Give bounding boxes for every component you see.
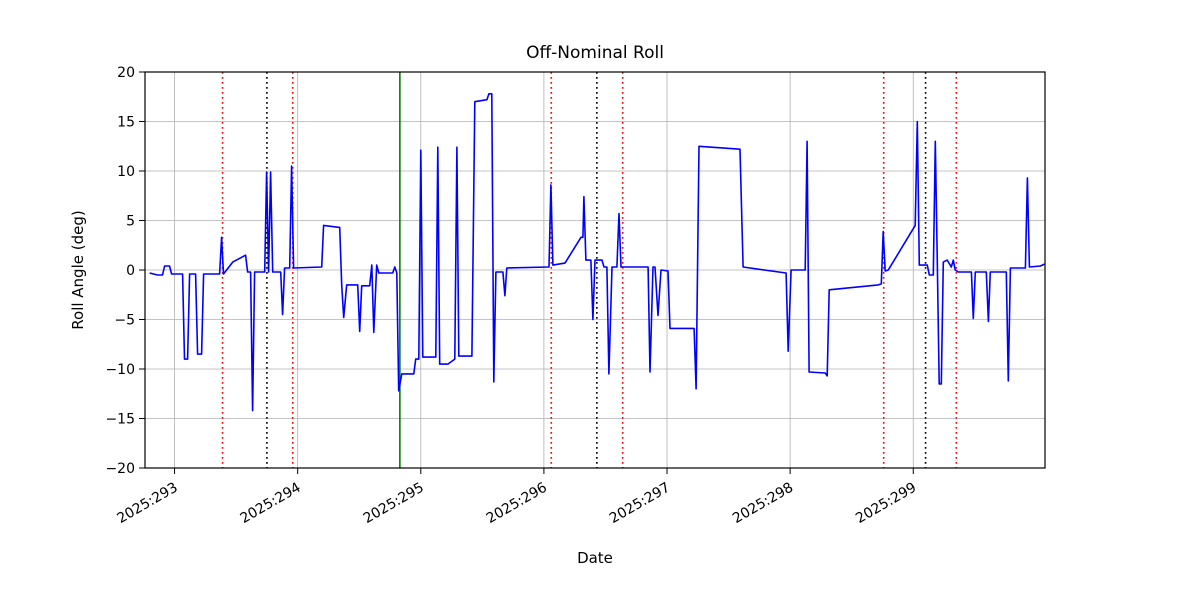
y-tick-label: −5 [114, 313, 135, 329]
y-tick-label: 20 [117, 65, 135, 81]
y-tick-label: −15 [105, 412, 135, 428]
x-axis-label: Date [577, 549, 613, 567]
y-axis-label: Roll Angle (deg) [69, 210, 87, 329]
y-tick-label: 5 [126, 214, 135, 230]
y-tick-label: −20 [105, 461, 135, 477]
series-line-off-nominal-roll [149, 93, 1045, 412]
data-series-layer [149, 93, 1045, 412]
y-tick-label: 15 [117, 115, 135, 131]
y-tick-label: −10 [105, 362, 135, 378]
y-tick-label: 0 [126, 263, 135, 279]
y-tick-label: 10 [117, 164, 135, 180]
event-vlines-layer [221, 72, 958, 468]
chart-title: Off-Nominal Roll [526, 43, 664, 63]
